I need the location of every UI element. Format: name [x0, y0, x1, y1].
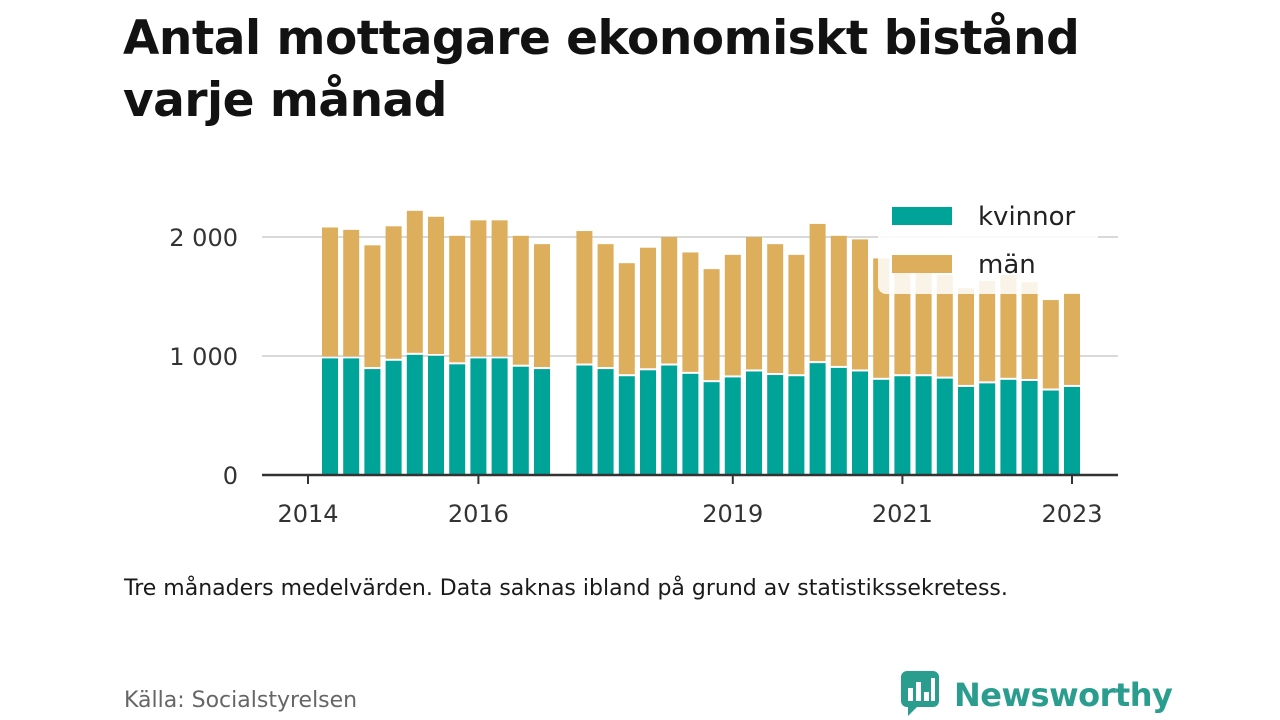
x-tick-label: 2019 — [702, 500, 763, 528]
bar-kvinnor — [343, 358, 360, 475]
chart-title: Antal mottagare ekonomiskt bistånd varje… — [123, 11, 1080, 128]
bar-kvinnor — [1000, 379, 1017, 475]
bar-man — [322, 227, 338, 357]
bar-man — [1042, 300, 1059, 389]
bar-kvinnor — [449, 364, 466, 475]
bar-kvinnor — [534, 369, 550, 475]
bar-kvinnor — [979, 383, 996, 475]
bar-kvinnor — [788, 376, 805, 475]
bar-man — [534, 244, 550, 368]
x-tick-label: 2014 — [277, 500, 338, 528]
bar-kvinnor — [746, 371, 762, 475]
bar-kvinnor — [406, 354, 423, 475]
x-axis-ticks: 2014 2016 2019 2021 2023 — [277, 475, 1103, 528]
bar-man — [576, 231, 593, 364]
bar-man — [449, 235, 466, 363]
bar-kvinnor — [364, 369, 381, 475]
bar-man — [767, 244, 784, 374]
legend-label: män — [978, 250, 1036, 280]
bar-man — [958, 288, 974, 385]
legend-swatch — [892, 207, 952, 225]
legend-swatch — [892, 255, 952, 273]
bar-man — [788, 254, 805, 375]
bar-man — [852, 239, 868, 370]
bar-man — [491, 220, 508, 357]
brand-name: Newsworthy — [954, 676, 1173, 714]
bar-kvinnor — [703, 382, 720, 475]
bar-kvinnor — [915, 376, 932, 475]
bar-man — [661, 237, 678, 364]
legend: kvinnor män — [878, 196, 1098, 294]
bar-kvinnor — [661, 365, 678, 475]
bar-kvinnor — [724, 377, 741, 475]
bar-man — [746, 237, 762, 370]
bar-kvinnor — [428, 356, 444, 475]
bar-kvinnor — [1064, 386, 1080, 475]
bar-kvinnor — [767, 375, 784, 475]
bars — [322, 210, 1080, 475]
bar-man — [406, 210, 423, 353]
bar-man — [1064, 292, 1080, 385]
bar-kvinnor — [809, 363, 826, 475]
bar-man — [597, 244, 614, 368]
bar-man — [1021, 282, 1038, 379]
bar-man — [640, 247, 656, 369]
bar-man — [618, 263, 635, 375]
bar-kvinnor — [682, 373, 699, 475]
bar-man — [936, 275, 953, 377]
chart-note: Tre månaders medelvärden. Data saknas ib… — [124, 576, 1008, 601]
bar-kvinnor — [470, 358, 487, 475]
bar-man — [724, 254, 741, 376]
bar-kvinnor — [491, 358, 508, 475]
bar-man — [364, 245, 381, 368]
bar-kvinnor — [1042, 390, 1059, 475]
bar-man — [682, 252, 699, 372]
bar-man — [703, 269, 720, 381]
x-tick-label: 2023 — [1041, 500, 1102, 528]
x-tick-label: 2016 — [448, 500, 509, 528]
source-text: Källa: Socialstyrelsen — [124, 688, 358, 713]
bar-man — [428, 216, 444, 354]
bar-man — [830, 235, 847, 366]
y-axis-ticks: 0 1 000 2 000 — [169, 224, 238, 490]
bar-kvinnor — [830, 367, 847, 475]
bar-man — [809, 223, 826, 362]
bar-man — [385, 226, 402, 359]
bar-kvinnor — [512, 366, 529, 475]
bar-man — [470, 220, 487, 357]
legend-label: kvinnor — [978, 202, 1076, 232]
bar-man — [1000, 275, 1017, 378]
bar-kvinnor — [894, 376, 911, 475]
bar-kvinnor — [936, 378, 953, 475]
bar-kvinnor — [958, 386, 974, 475]
bar-kvinnor — [852, 371, 868, 475]
bar-kvinnor — [322, 358, 338, 475]
y-tick-label: 0 — [223, 462, 238, 490]
x-tick-label: 2021 — [872, 500, 933, 528]
newsworthy-logo-icon — [900, 670, 940, 720]
bar-kvinnor — [1021, 380, 1038, 475]
bar-man — [979, 281, 996, 382]
bar-kvinnor — [618, 376, 635, 475]
brand-logo: Newsworthy — [900, 670, 1173, 720]
bar-kvinnor — [873, 379, 890, 475]
bar-kvinnor — [385, 360, 402, 475]
y-tick-label: 2 000 — [169, 224, 238, 252]
bar-kvinnor — [640, 370, 656, 475]
bar-man — [343, 229, 360, 357]
bar-kvinnor — [597, 369, 614, 475]
bar-man — [512, 235, 529, 365]
y-tick-label: 1 000 — [169, 343, 238, 371]
bar-kvinnor — [576, 365, 593, 475]
